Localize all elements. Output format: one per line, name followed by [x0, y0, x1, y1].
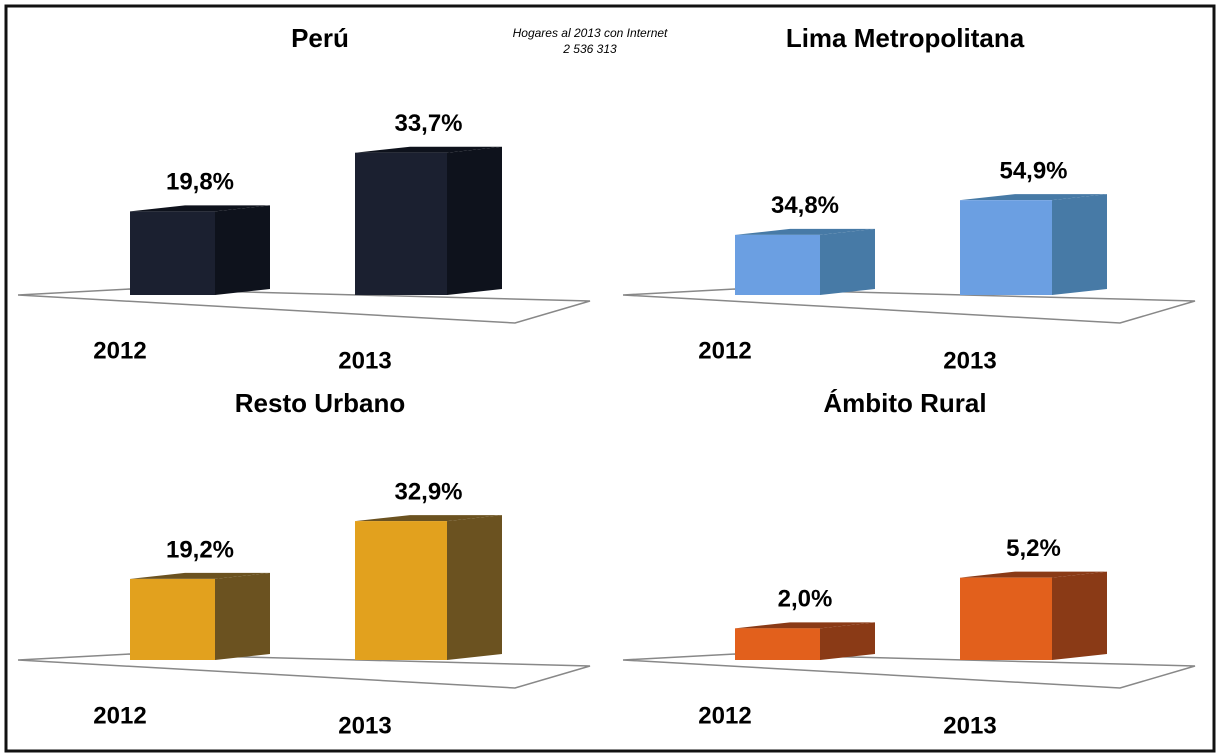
value-label: 54,9% [999, 158, 1067, 185]
annotation: Hogares al 2013 con Internet [513, 26, 668, 40]
chart-title: Ámbito Rural [823, 388, 986, 418]
floor [17, 288, 591, 324]
bar-side [447, 146, 502, 295]
bar [735, 628, 820, 660]
x-tick-label: 2012 [698, 702, 751, 729]
bar-side [215, 572, 270, 660]
floor [622, 653, 1196, 689]
bar-top [960, 194, 1107, 201]
bar-side [1052, 571, 1107, 660]
value-label: 32,9% [394, 478, 462, 505]
bar-side [447, 515, 502, 660]
floor [622, 288, 1196, 324]
bar-top [960, 571, 1107, 578]
floor [17, 653, 591, 689]
bar [355, 152, 447, 295]
bar-side [1052, 194, 1107, 295]
bar [960, 577, 1052, 660]
bar-top [355, 515, 502, 522]
bar [960, 200, 1052, 295]
value-label: 2,0% [778, 586, 833, 613]
x-tick-label: 2012 [93, 702, 146, 729]
bar [130, 211, 215, 295]
bar-top [130, 205, 270, 212]
value-label: 19,2% [166, 536, 234, 563]
chart-title: Resto Urbano [235, 388, 405, 418]
x-tick-label: 2013 [338, 347, 391, 374]
bar [355, 521, 447, 660]
bar-side [820, 622, 875, 660]
chart-title: Perú [291, 23, 349, 53]
x-tick-label: 2012 [93, 337, 146, 364]
bar-top [130, 572, 270, 579]
bar-side [820, 228, 875, 295]
value-label: 33,7% [394, 110, 462, 137]
chart-title: Lima Metropolitana [786, 23, 1025, 53]
value-label: 19,8% [166, 169, 234, 196]
bar-side [215, 205, 270, 295]
bar [130, 578, 215, 660]
x-tick-label: 2013 [943, 347, 996, 374]
x-tick-label: 2013 [943, 712, 996, 739]
bar [735, 234, 820, 295]
bar-top [735, 228, 875, 235]
annotation: 2 536 313 [562, 42, 617, 56]
bar-top [355, 146, 502, 153]
bar-top [735, 622, 875, 629]
x-tick-label: 2013 [338, 712, 391, 739]
x-tick-label: 2012 [698, 337, 751, 364]
value-label: 34,8% [771, 192, 839, 219]
value-label: 5,2% [1006, 535, 1061, 562]
